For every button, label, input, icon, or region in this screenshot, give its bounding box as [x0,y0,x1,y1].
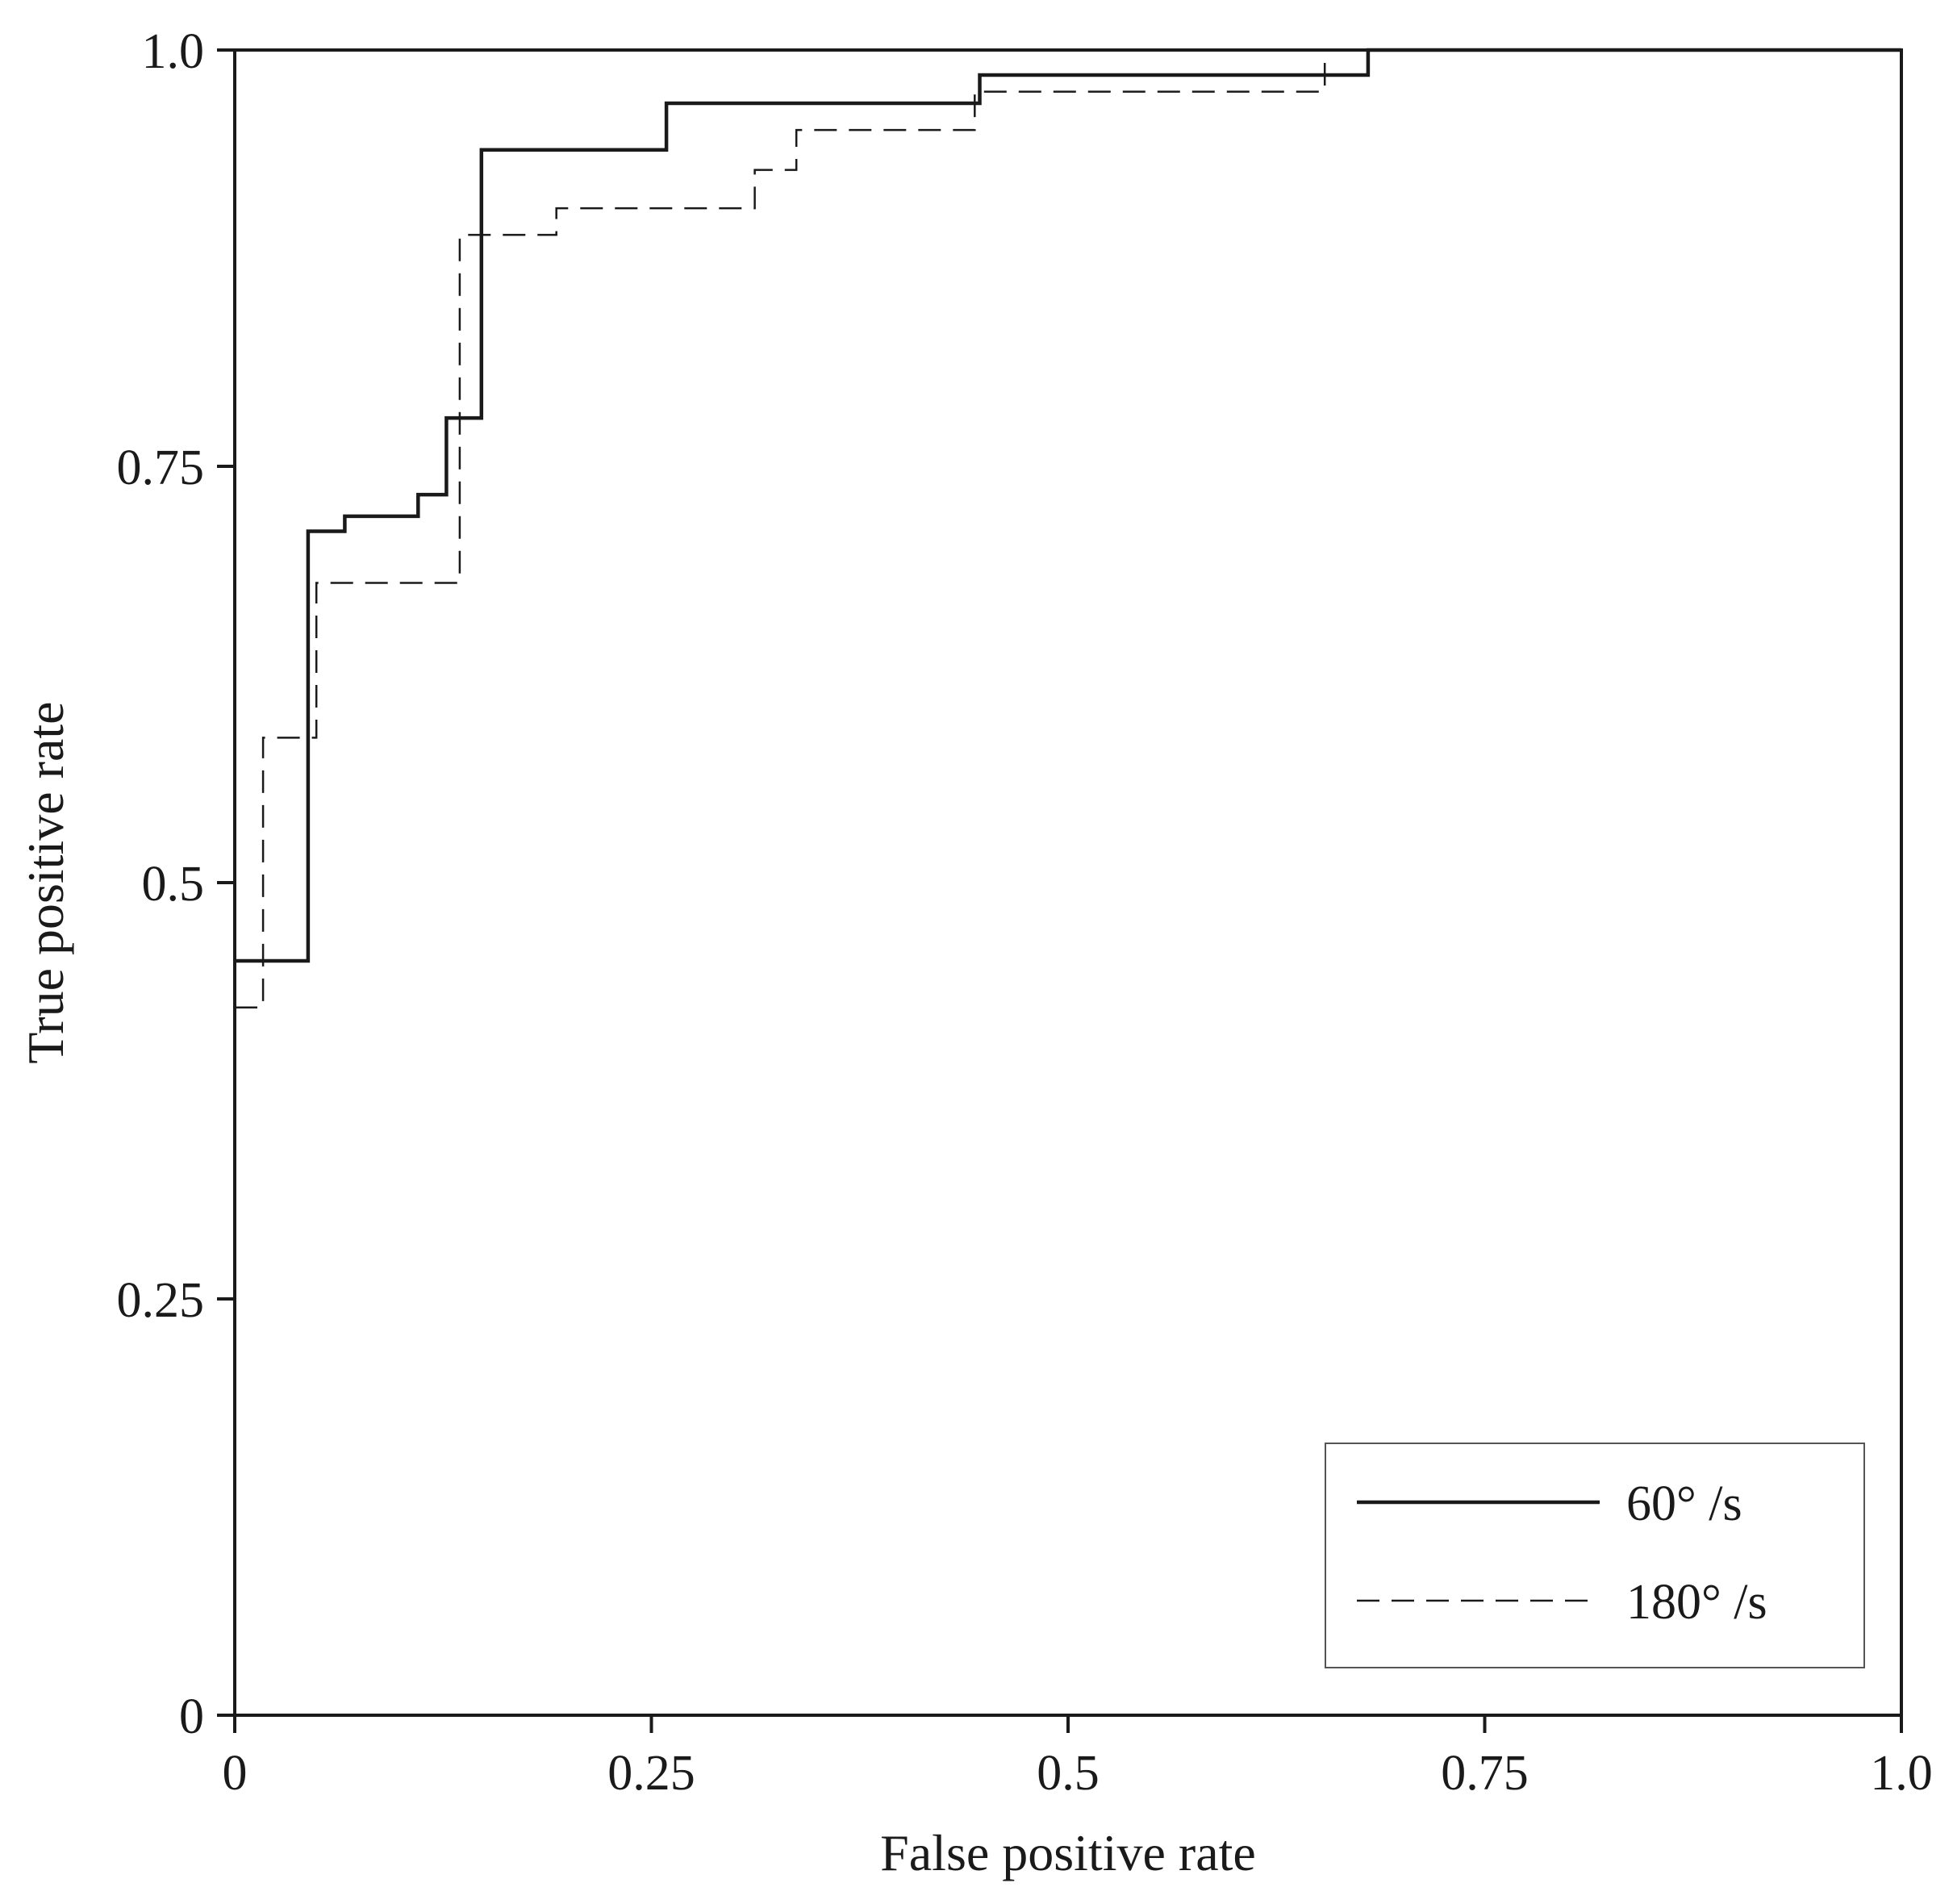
legend-label-60: 60° /s [1626,1476,1742,1531]
x-tick-label: 0.25 [607,1746,695,1801]
x-tick-label: 0 [223,1746,248,1801]
y-tick-label: 1.0 [142,24,205,79]
series-line-60 [235,48,1901,963]
series-line-180 [235,48,1901,1009]
x-tick-label: 0.75 [1441,1746,1529,1801]
y-axis-label: True positive rate [17,701,74,1063]
y-tick-label: 0.25 [117,1273,205,1328]
x-axis-label: False positive rate [880,1824,1256,1881]
y-axis-ticks: 0 0.25 0.5 0.75 1.0 [117,24,235,1744]
legend-label-180: 180° /s [1626,1575,1767,1630]
y-tick-label: 0.75 [117,441,205,495]
legend: 60° /s 180° /s [1325,1443,1865,1668]
x-axis-ticks: 0 0.25 0.5 0.75 1.0 [223,1715,1933,1801]
x-tick-label: 0.5 [1037,1746,1100,1801]
x-tick-label: 1.0 [1870,1746,1933,1801]
y-tick-label: 0 [179,1689,204,1744]
series-layer [235,48,1901,1009]
legend-box [1325,1443,1865,1668]
y-tick-label: 0.5 [142,857,205,912]
